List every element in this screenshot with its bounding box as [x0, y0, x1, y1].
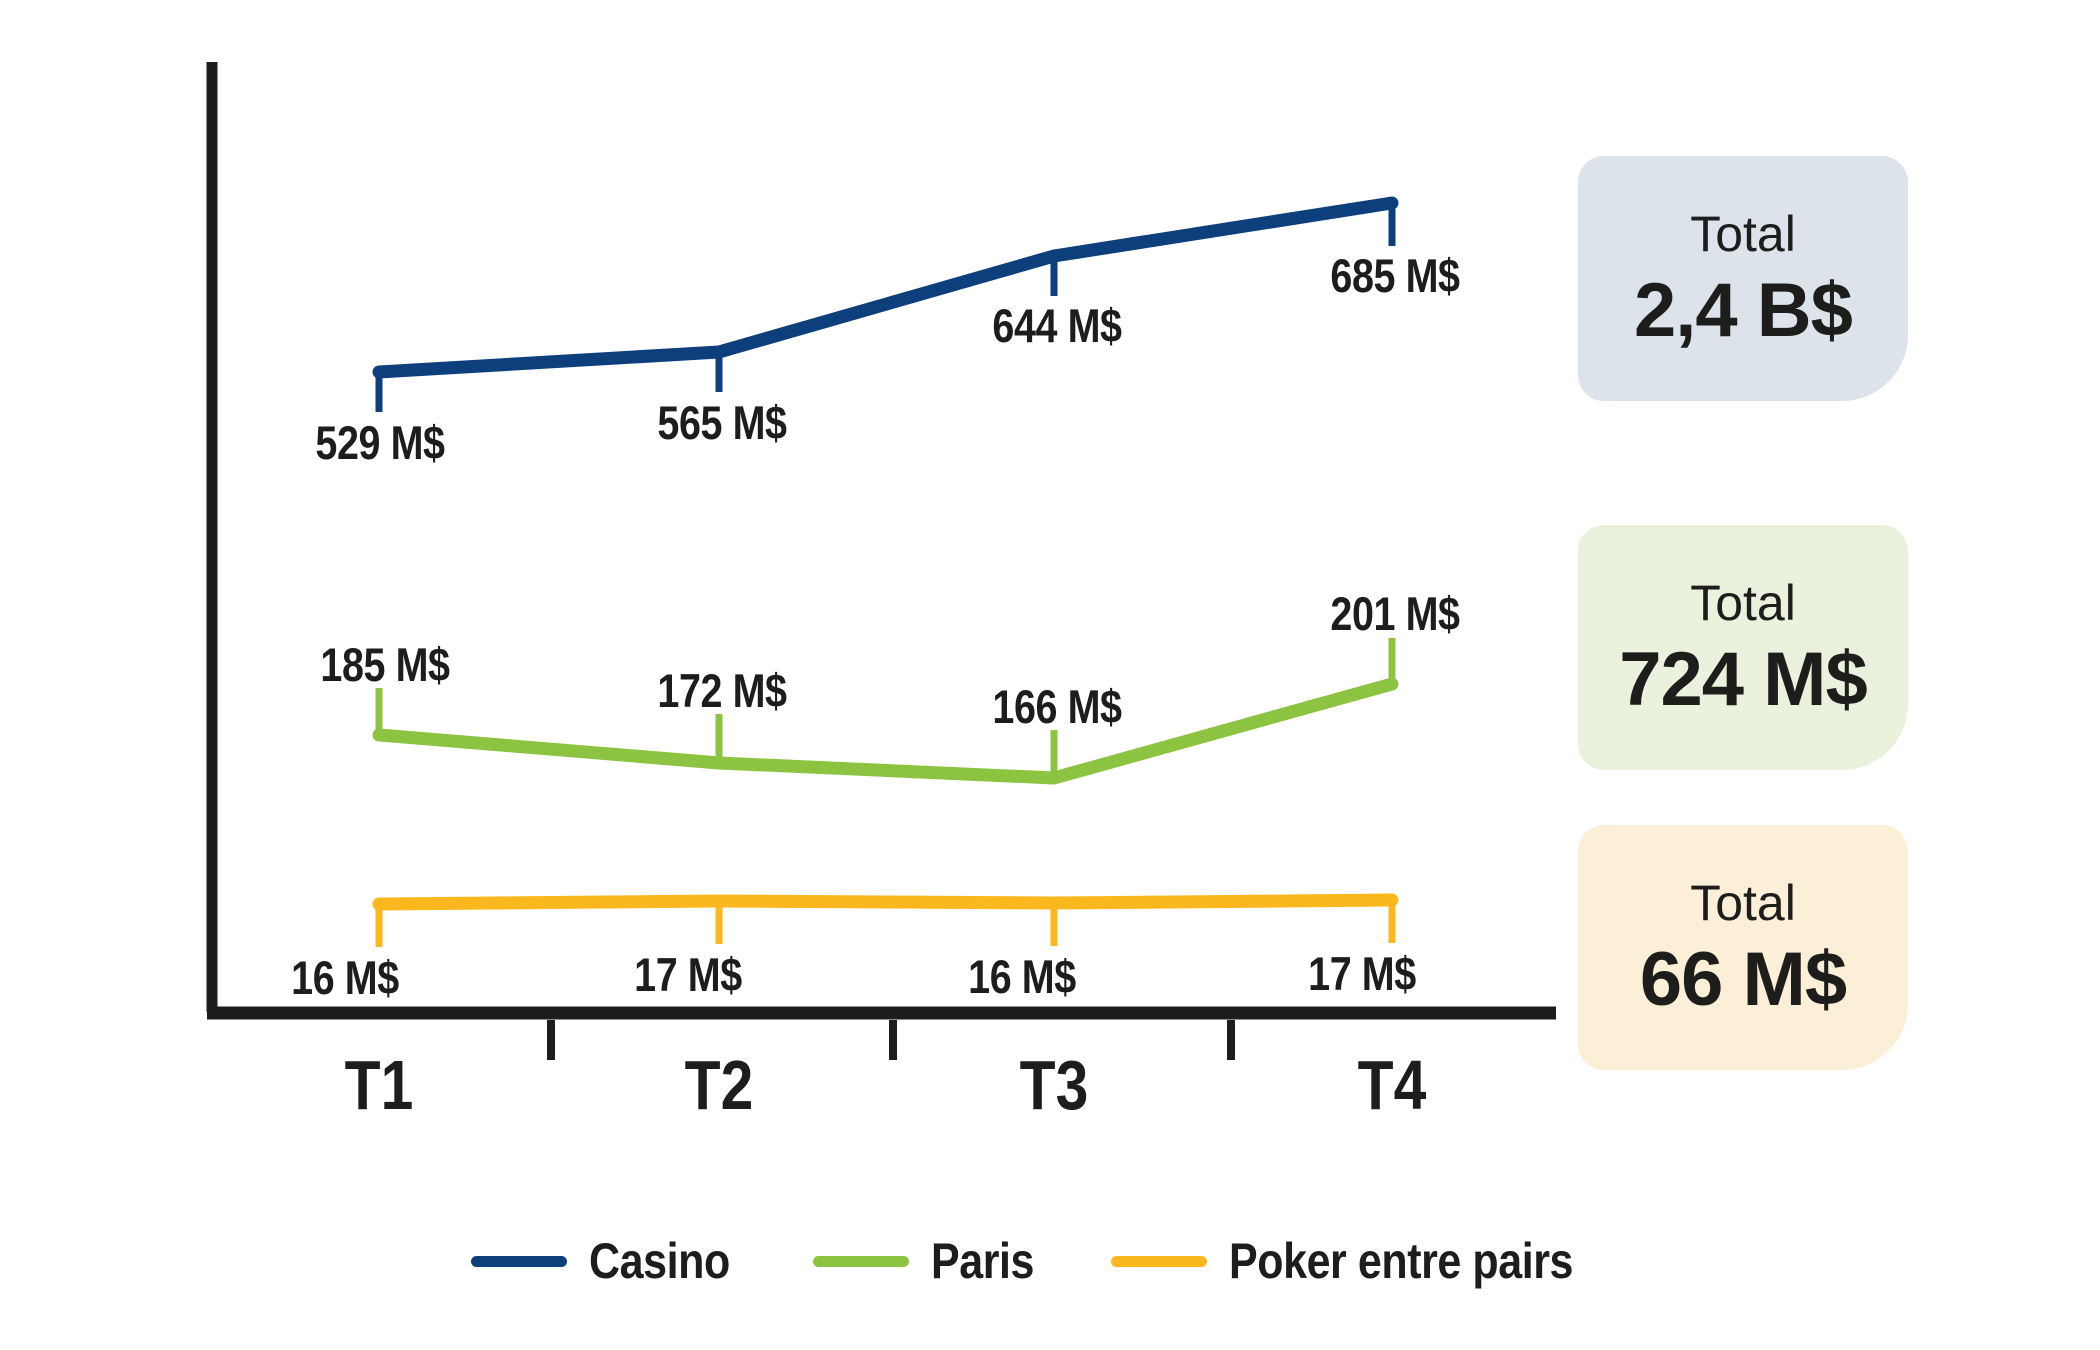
- data-label-poker-t1: 16 M$: [291, 951, 399, 1004]
- legend-label-paris: Paris: [930, 1233, 1034, 1289]
- data-label-casino-t4: 685 M$: [1330, 249, 1460, 302]
- data-label-casino-t2: 565 M$: [657, 396, 787, 449]
- legend-swatch-poker-icon: [1110, 1255, 1207, 1267]
- series-poker: [372, 893, 1399, 947]
- data-label-paris-t3: 166 M$: [992, 680, 1122, 733]
- data-label-paris-t1: 185 M$: [320, 638, 450, 691]
- series-casino: [372, 196, 1399, 412]
- data-label-poker-t2: 17 M$: [634, 948, 742, 1001]
- legend-label-poker: Poker entre pairs: [1228, 1233, 1573, 1289]
- total-card-paris-label: Total: [1690, 574, 1796, 631]
- data-label-paris-t2: 172 M$: [657, 664, 787, 717]
- paris-line: [372, 677, 1399, 785]
- casino-line: [372, 196, 1399, 379]
- poker-leader-lines: [375, 900, 1396, 947]
- casino-leader-lines: [375, 203, 1396, 412]
- paris-leader-lines: [375, 638, 1396, 778]
- data-label-poker-t4: 17 M$: [1308, 947, 1416, 1000]
- total-card-poker: Total 66 M$: [1578, 825, 1908, 1070]
- total-card-casino-label: Total: [1690, 205, 1796, 262]
- x-tick-label-t2: T2: [684, 1046, 754, 1124]
- legend-label-casino: Casino: [589, 1233, 731, 1289]
- x-axis-ticks: [547, 1020, 1235, 1060]
- total-card-paris: Total 724 M$: [1578, 525, 1908, 770]
- total-card-casino: Total 2,4 B$: [1578, 156, 1908, 401]
- total-card-paris-value: 724 M$: [1619, 636, 1867, 722]
- legend-swatch-casino-icon: [471, 1255, 568, 1267]
- series-paris: [372, 638, 1399, 785]
- legend-item-paris[interactable]: Paris: [812, 1232, 1051, 1290]
- x-tick-label-t3: T3: [1019, 1046, 1089, 1124]
- data-label-casino-t1: 529 M$: [315, 416, 445, 469]
- data-label-poker-t3: 16 M$: [968, 950, 1076, 1003]
- poker-line: [372, 893, 1399, 911]
- x-tick-label-t1: T1: [344, 1046, 414, 1124]
- x-tick-label-t4: T4: [1357, 1046, 1427, 1124]
- legend-item-poker[interactable]: Poker entre pairs: [1110, 1232, 1629, 1290]
- legend-swatch-paris-icon: [812, 1255, 909, 1267]
- legend-item-casino[interactable]: Casino: [471, 1232, 753, 1290]
- total-card-poker-value: 66 M$: [1639, 936, 1847, 1022]
- total-card-poker-label: Total: [1690, 874, 1796, 931]
- data-label-casino-t3: 644 M$: [992, 299, 1122, 352]
- total-card-casino-value: 2,4 B$: [1634, 267, 1853, 353]
- chart-legend: Casino Paris Poker entre pairs: [0, 1232, 2100, 1290]
- data-label-paris-t4: 201 M$: [1330, 587, 1460, 640]
